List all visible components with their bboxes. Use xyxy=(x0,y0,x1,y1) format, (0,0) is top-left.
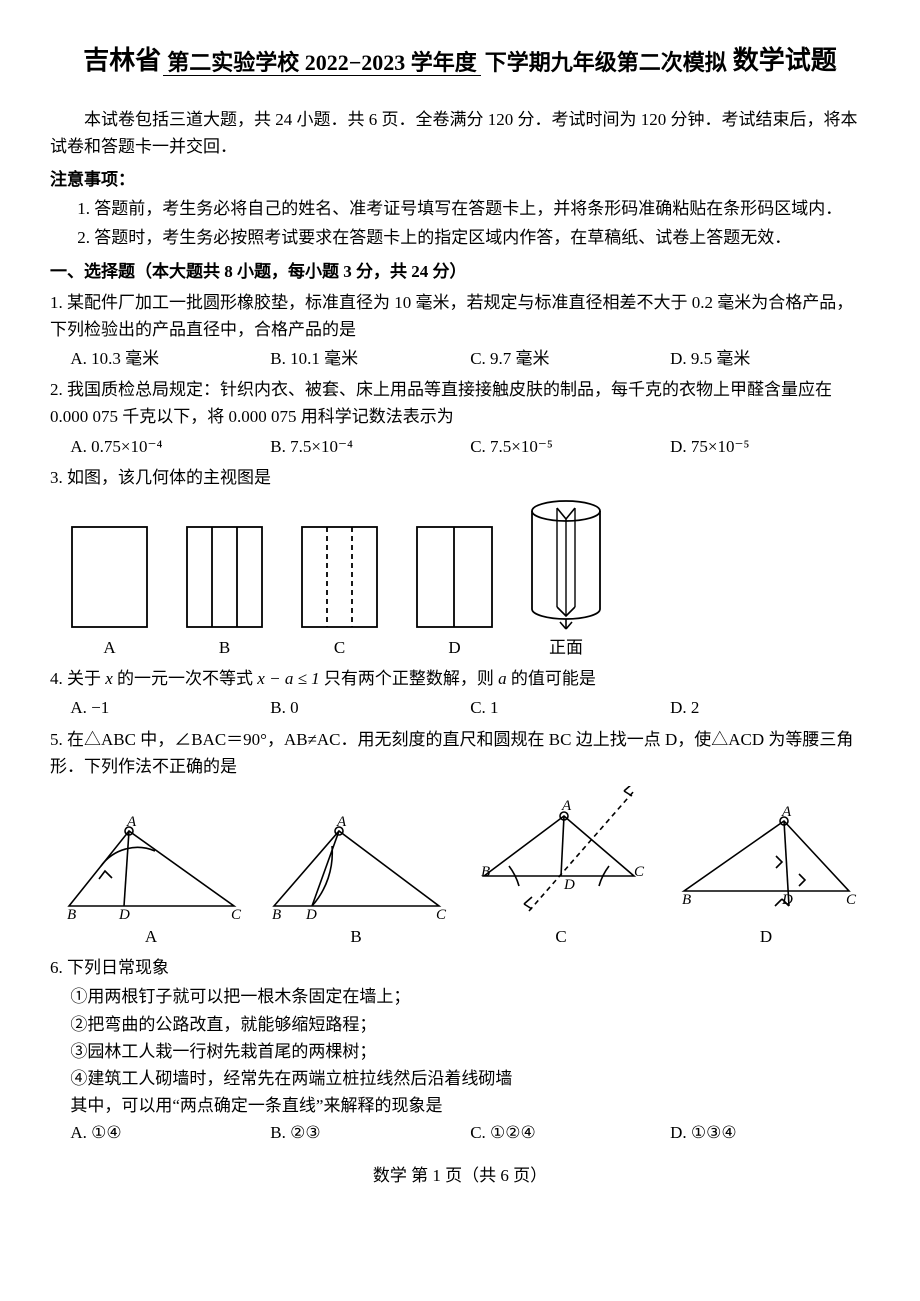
q4-stem: 4. 关于 x 的一元一次不等式 x − a ≤ 1 只有两个正整数解，则 a … xyxy=(50,665,870,692)
q3-fig-d: D xyxy=(412,522,497,661)
q4-var-a: a xyxy=(498,669,507,688)
q5-svg-c: B A C D xyxy=(469,786,654,921)
page-footer: 数学 第 1 页（共 6 页） xyxy=(50,1162,870,1189)
q6-opt-b: B. ②③ xyxy=(270,1119,470,1146)
q1-opt-b: B. 10.1 毫米 xyxy=(270,345,470,372)
q6-item-1: ①用两根钉子就可以把一根木条固定在墙上； xyxy=(70,983,870,1010)
q5-figures: B A C D A B A C D B xyxy=(59,786,871,950)
q5-fig-c: B A C D C xyxy=(469,786,654,950)
q1-stem: 1. 某配件厂加工一批圆形橡胶垫，标准直径为 10 毫米，若规定与标准直径相差不… xyxy=(50,289,870,343)
q2-stem: 2. 我国质检总局规定：针织内衣、被套、床上用品等直接接触皮肤的制品，每千克的衣… xyxy=(50,376,870,430)
q3-fig-a: A xyxy=(67,522,152,661)
q4-opt-a: A. −1 xyxy=(70,694,270,721)
q4-opt-c: C. 1 xyxy=(470,694,670,721)
title-fraction: 第二实验学校 2022−2023 学年度下学期九年级第二次模拟 xyxy=(163,50,731,75)
q6-options: A. ①④ B. ②③ C. ①②④ D. ①③④ xyxy=(70,1119,870,1146)
q1-opt-a: A. 10.3 毫米 xyxy=(70,345,270,372)
title-frac-top: 第二实验学校 2022−2023 学年度 xyxy=(163,50,481,76)
notice-item: 2. 答题时，考生务必按照考试要求在答题卡上的指定区域内作答，在草稿纸、试卷上答… xyxy=(104,224,870,251)
q3-svg-d xyxy=(412,522,497,632)
svg-text:C: C xyxy=(634,864,645,880)
q3-cap-front: 正面 xyxy=(527,634,605,661)
q3-figures: A B C D xyxy=(67,497,870,661)
q3-cap-a: A xyxy=(67,634,152,661)
q3-cap-b: B xyxy=(182,634,267,661)
q4-opt-d: D. 2 xyxy=(670,694,870,721)
q3-fig-solid: 正面 xyxy=(527,497,605,661)
q2-opt-a: A. 0.75×10⁻⁴ xyxy=(70,433,270,460)
q3-cap-c: C xyxy=(297,634,382,661)
svg-text:A: A xyxy=(561,798,572,814)
q4-expr: x − a ≤ 1 xyxy=(257,669,319,688)
q3-fig-b: B xyxy=(182,522,267,661)
q5-fig-a: B A C D A xyxy=(59,811,244,950)
svg-text:C: C xyxy=(231,907,242,921)
q4-opt-b: B. 0 xyxy=(270,694,470,721)
notice-list: 1. 答题前，考生务必将自己的姓名、准考证号填写在答题卡上，并将条形码准确粘贴在… xyxy=(50,195,870,251)
q3-cap-d: D xyxy=(412,634,497,661)
svg-text:B: B xyxy=(67,907,76,921)
svg-text:B: B xyxy=(682,892,691,908)
q6-opt-a: A. ①④ xyxy=(70,1119,270,1146)
q1-options: A. 10.3 毫米 B. 10.1 毫米 C. 9.7 毫米 D. 9.5 毫… xyxy=(70,345,870,372)
svg-text:B: B xyxy=(481,864,490,880)
title-prefix: 吉林省 xyxy=(83,46,161,75)
q4-pre: 4. 关于 xyxy=(50,669,105,688)
q4-mid2: 只有两个正整数解，则 xyxy=(320,669,499,688)
notice-head: 注意事项： xyxy=(50,166,870,193)
q3-svg-b xyxy=(182,522,267,632)
svg-text:D: D xyxy=(118,907,130,921)
q5-svg-b: B A C D xyxy=(264,811,449,921)
svg-text:B: B xyxy=(272,907,281,921)
q2-opt-d: D. 75×10⁻⁵ xyxy=(670,433,870,460)
svg-text:C: C xyxy=(436,907,447,921)
svg-text:D: D xyxy=(563,877,575,893)
title-frac-bot: 下学期九年级第二次模拟 xyxy=(481,50,731,75)
q3-svg-c xyxy=(297,522,382,632)
q6-stem: 6. 下列日常现象 xyxy=(50,954,870,981)
q6-opt-d: D. ①③④ xyxy=(670,1119,870,1146)
q2-opt-b: B. 7.5×10⁻⁴ xyxy=(270,433,470,460)
svg-text:D: D xyxy=(781,892,793,908)
svg-text:A: A xyxy=(126,814,137,830)
q2-options: A. 0.75×10⁻⁴ B. 7.5×10⁻⁴ C. 7.5×10⁻⁵ D. … xyxy=(70,433,870,460)
q6-item-2: ②把弯曲的公路改直，就能够缩短路程； xyxy=(70,1011,870,1038)
q5-cap-d: D xyxy=(674,923,859,950)
q5-cap-b: B xyxy=(264,923,449,950)
q5-svg-d: B A C D xyxy=(674,801,859,921)
q3-svg-solid xyxy=(527,497,605,632)
q5-svg-a: B A C D xyxy=(59,811,244,921)
q6-opt-c: C. ①②④ xyxy=(470,1119,670,1146)
svg-text:D: D xyxy=(305,907,317,921)
q5-cap-a: A xyxy=(59,923,244,950)
page-title: 吉林省第二实验学校 2022−2023 学年度下学期九年级第二次模拟数学试题 xyxy=(50,40,870,82)
svg-text:A: A xyxy=(336,814,347,830)
q2-opt-c: C. 7.5×10⁻⁵ xyxy=(470,433,670,460)
q4-mid1: 的一元一次不等式 xyxy=(113,669,258,688)
svg-text:A: A xyxy=(781,804,792,820)
q3-stem: 3. 如图，该几何体的主视图是 xyxy=(50,464,870,491)
q5-stem: 5. 在△ABC 中，∠BAC＝90°，AB≠AC．用无刻度的直尺和圆规在 BC… xyxy=(50,726,870,780)
q5-fig-d: B A C D D xyxy=(674,801,859,950)
title-suffix: 数学试题 xyxy=(733,46,837,75)
q3-fig-c: C xyxy=(297,522,382,661)
q4-end: 的值可能是 xyxy=(507,669,596,688)
notice-item: 1. 答题前，考生务必将自己的姓名、准考证号填写在答题卡上，并将条形码准确粘贴在… xyxy=(104,195,870,222)
q4-options: A. −1 B. 0 C. 1 D. 2 xyxy=(70,694,870,721)
q1-opt-d: D. 9.5 毫米 xyxy=(670,345,870,372)
svg-text:C: C xyxy=(846,892,857,908)
intro-text: 本试卷包括三道大题，共 24 小题．共 6 页．全卷满分 120 分．考试时间为… xyxy=(50,106,870,160)
q6-item-3: ③园林工人栽一行树先栽首尾的两棵树； xyxy=(70,1038,870,1065)
q1-opt-c: C. 9.7 毫米 xyxy=(470,345,670,372)
q5-fig-b: B A C D B xyxy=(264,811,449,950)
q6-tail: 其中，可以用“两点确定一条直线”来解释的现象是 xyxy=(70,1092,870,1119)
q4-var-x: x xyxy=(105,669,113,688)
q5-cap-c: C xyxy=(469,923,654,950)
q6-items: ①用两根钉子就可以把一根木条固定在墙上； ②把弯曲的公路改直，就能够缩短路程； … xyxy=(70,983,870,1119)
section-1-head: 一、选择题（本大题共 8 小题，每小题 3 分，共 24 分） xyxy=(50,258,870,285)
q6-item-4: ④建筑工人砌墙时，经常先在两端立桩拉线然后沿着线砌墙 xyxy=(70,1065,870,1092)
q3-svg-a xyxy=(67,522,152,632)
